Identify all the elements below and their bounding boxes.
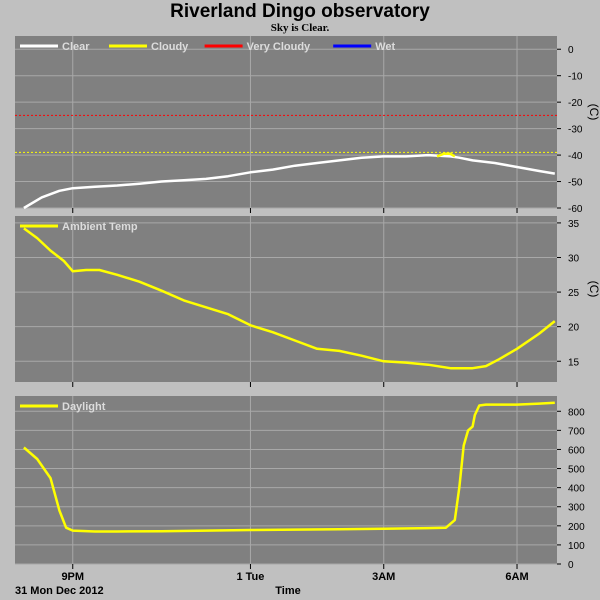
- x-tick-label: 1 Tue: [236, 571, 264, 583]
- daylight-y-tick-label: 0: [568, 560, 574, 571]
- sky-temp-series-clear: [23, 153, 556, 210]
- sky-temp-y-tick-label: -30: [568, 125, 583, 136]
- ambient-temp-y-tick-label: 35: [568, 219, 580, 230]
- sky-temp-y-tick-label: -60: [568, 204, 583, 215]
- sky-temp-y-tick-label: -50: [568, 178, 583, 189]
- ambient-temp-y-tick-label: 30: [568, 254, 580, 265]
- sky-temp-y-tick-label: -10: [568, 72, 583, 83]
- ambient-temp-series-ambient-temp: [23, 227, 556, 370]
- ambient-temp-panel: [15, 216, 557, 382]
- sky-temp-unit-label: (C): [587, 104, 600, 121]
- daylight-series-daylight: [23, 401, 555, 533]
- ambient-temp-y-tick-label: 20: [568, 323, 580, 334]
- daylight-legend-daylight: Daylight: [62, 401, 106, 413]
- x-tick-label: 9PM: [61, 571, 84, 583]
- ambient-temp-unit-label: (C): [587, 281, 600, 298]
- sky-status: Sky is Clear.: [270, 22, 330, 34]
- ambient-temp-legend-ambient-temp: Ambient Temp: [62, 221, 138, 233]
- daylight-y-tick-label: 200: [568, 522, 585, 533]
- x-tick-label: 6AM: [505, 571, 528, 583]
- date-label: 31 Mon Dec 2012: [15, 585, 104, 597]
- ambient-temp-y-tick-label: 15: [568, 357, 580, 368]
- daylight-y-tick-label: 600: [568, 445, 585, 456]
- daylight-y-tick-label: 100: [568, 541, 585, 552]
- x-axis-label: Time: [275, 585, 300, 597]
- daylight-panel: [15, 396, 557, 564]
- sky-temp-y-tick-label: 0: [568, 45, 574, 56]
- sky-temp-panel: [15, 36, 557, 208]
- sky-temp-legend-clear: Clear: [62, 41, 90, 53]
- daylight-y-tick-label: 400: [568, 484, 585, 495]
- page-title: Riverland Dingo observatory: [170, 1, 430, 22]
- sky-temp-y-tick-label: -40: [568, 151, 583, 162]
- daylight-y-tick-label: 300: [568, 503, 585, 514]
- sky-temp-legend-very-cloudy: Very Cloudy: [247, 41, 311, 53]
- sky-temp-series-cloudy: [436, 152, 456, 158]
- x-tick-label: 3AM: [372, 571, 395, 583]
- daylight-y-tick-label: 500: [568, 465, 585, 476]
- ambient-temp-y-tick-label: 25: [568, 288, 580, 299]
- sky-temp-y-tick-label: -20: [568, 98, 583, 109]
- daylight-y-tick-label: 800: [568, 407, 585, 418]
- daylight-y-tick-label: 700: [568, 426, 585, 437]
- sky-temp-legend-cloudy: Cloudy: [151, 41, 189, 53]
- sky-temp-legend-wet: Wet: [375, 41, 395, 53]
